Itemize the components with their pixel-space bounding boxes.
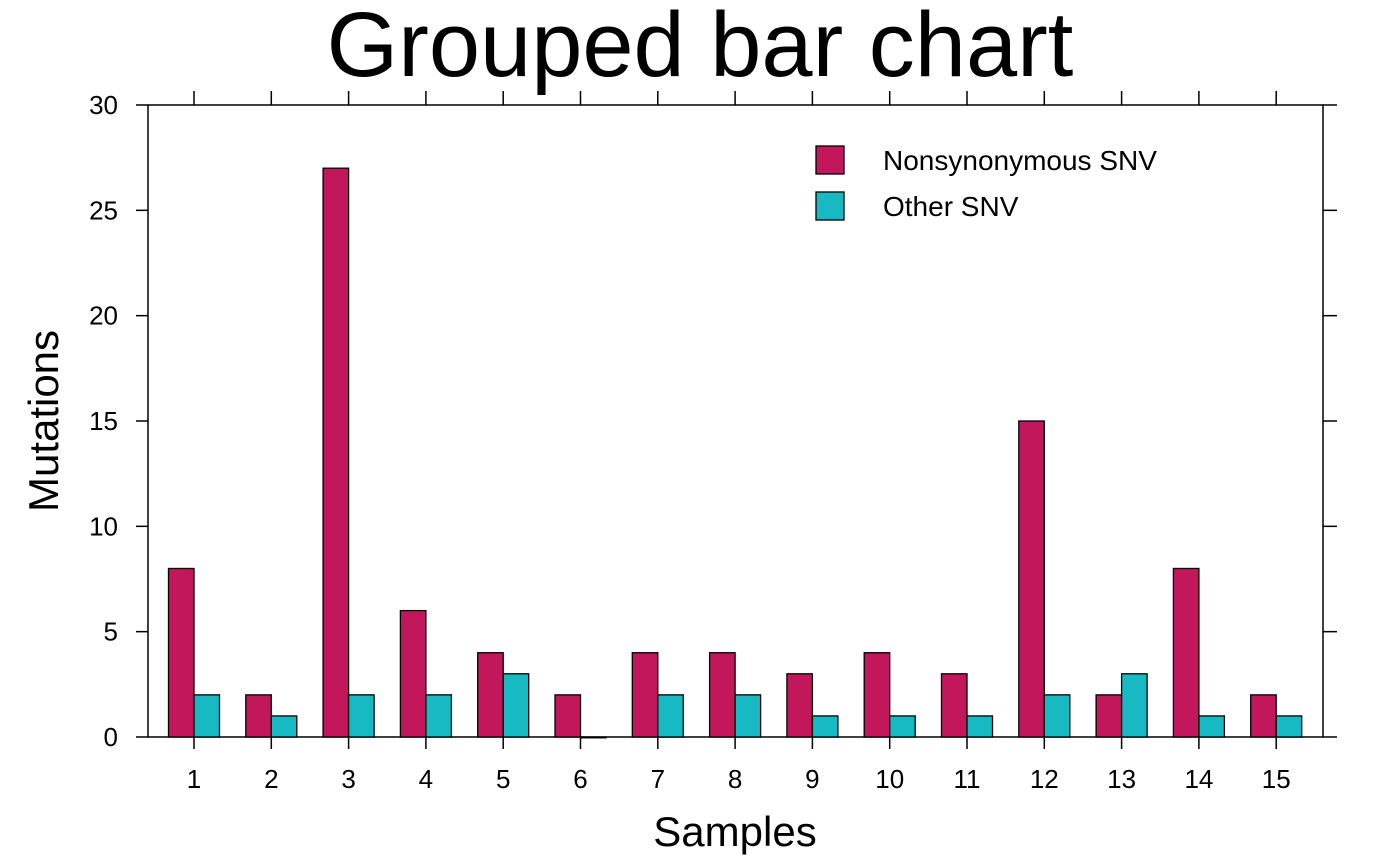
x-tick-label: 15	[1262, 764, 1291, 794]
bar	[889, 715, 916, 738]
x-tick-label: 10	[875, 764, 904, 794]
x-tick-label: 8	[728, 764, 742, 794]
y-tick-label: 0	[104, 722, 118, 752]
x-tick-label: 6	[573, 764, 587, 794]
x-tick-label: 7	[651, 764, 665, 794]
bar	[270, 715, 298, 738]
x-tick-label: 13	[1107, 764, 1136, 794]
bar	[1275, 715, 1303, 738]
y-axis-label: Mutations	[20, 330, 67, 512]
x-tick-label: 4	[419, 764, 433, 794]
x-tick-label: 9	[805, 764, 819, 794]
x-tick-label: 11	[954, 764, 981, 794]
x-tick-label: 3	[341, 764, 355, 794]
y-tick-label: 15	[89, 406, 118, 436]
bar	[940, 673, 968, 738]
bar	[1120, 673, 1148, 738]
bar	[477, 652, 504, 738]
legend-label: Other SNV	[883, 191, 1019, 222]
bar	[1250, 694, 1277, 738]
x-axis-label: Samples	[653, 808, 816, 855]
bar	[193, 694, 221, 738]
bar	[245, 694, 272, 738]
bar-series-2	[193, 673, 1303, 739]
x-axis: 1 2 3 4 5 6 7 8 9 10 11 12 13 14 15	[187, 91, 1291, 794]
bar	[1172, 567, 1200, 738]
legend-swatch	[815, 191, 845, 221]
legend-label: Nonsynonymous SNV	[883, 145, 1157, 176]
bar	[1095, 694, 1123, 738]
bar-series-1	[167, 167, 1277, 738]
bar	[811, 715, 839, 738]
y-tick-label: 25	[89, 195, 118, 225]
chart-title: Grouped bar chart	[327, 0, 1074, 96]
bar	[167, 567, 195, 738]
bar-series-group	[167, 167, 1303, 739]
bar	[631, 652, 659, 738]
bar	[966, 715, 994, 738]
bar	[347, 694, 375, 738]
y-tick-label: 5	[104, 617, 118, 647]
x-tick-label: 2	[264, 764, 278, 794]
legend-swatch	[815, 145, 845, 175]
x-tick-label: 12	[1030, 764, 1059, 794]
x-tick-label: 1	[187, 764, 201, 794]
bar	[657, 694, 684, 738]
bar	[786, 673, 814, 738]
bar	[734, 694, 762, 738]
bar	[863, 652, 891, 738]
bar	[322, 167, 350, 738]
y-axis: 0 5 10 15 20 25 30	[89, 90, 1337, 752]
bar	[1198, 715, 1226, 738]
bar	[1018, 420, 1045, 738]
x-tick-label: 5	[496, 764, 510, 794]
y-tick-label: 10	[89, 511, 118, 541]
y-tick-label: 20	[89, 301, 118, 331]
bar	[554, 694, 582, 738]
bar	[399, 609, 427, 738]
bar	[708, 652, 736, 738]
y-tick-label: 30	[89, 90, 118, 120]
legend: Nonsynonymous SNV Other SNV	[815, 145, 1157, 222]
bar	[579, 736, 607, 739]
bar	[425, 694, 453, 738]
bar	[502, 673, 530, 738]
x-tick-label: 14	[1184, 764, 1213, 794]
bar	[1043, 694, 1071, 738]
